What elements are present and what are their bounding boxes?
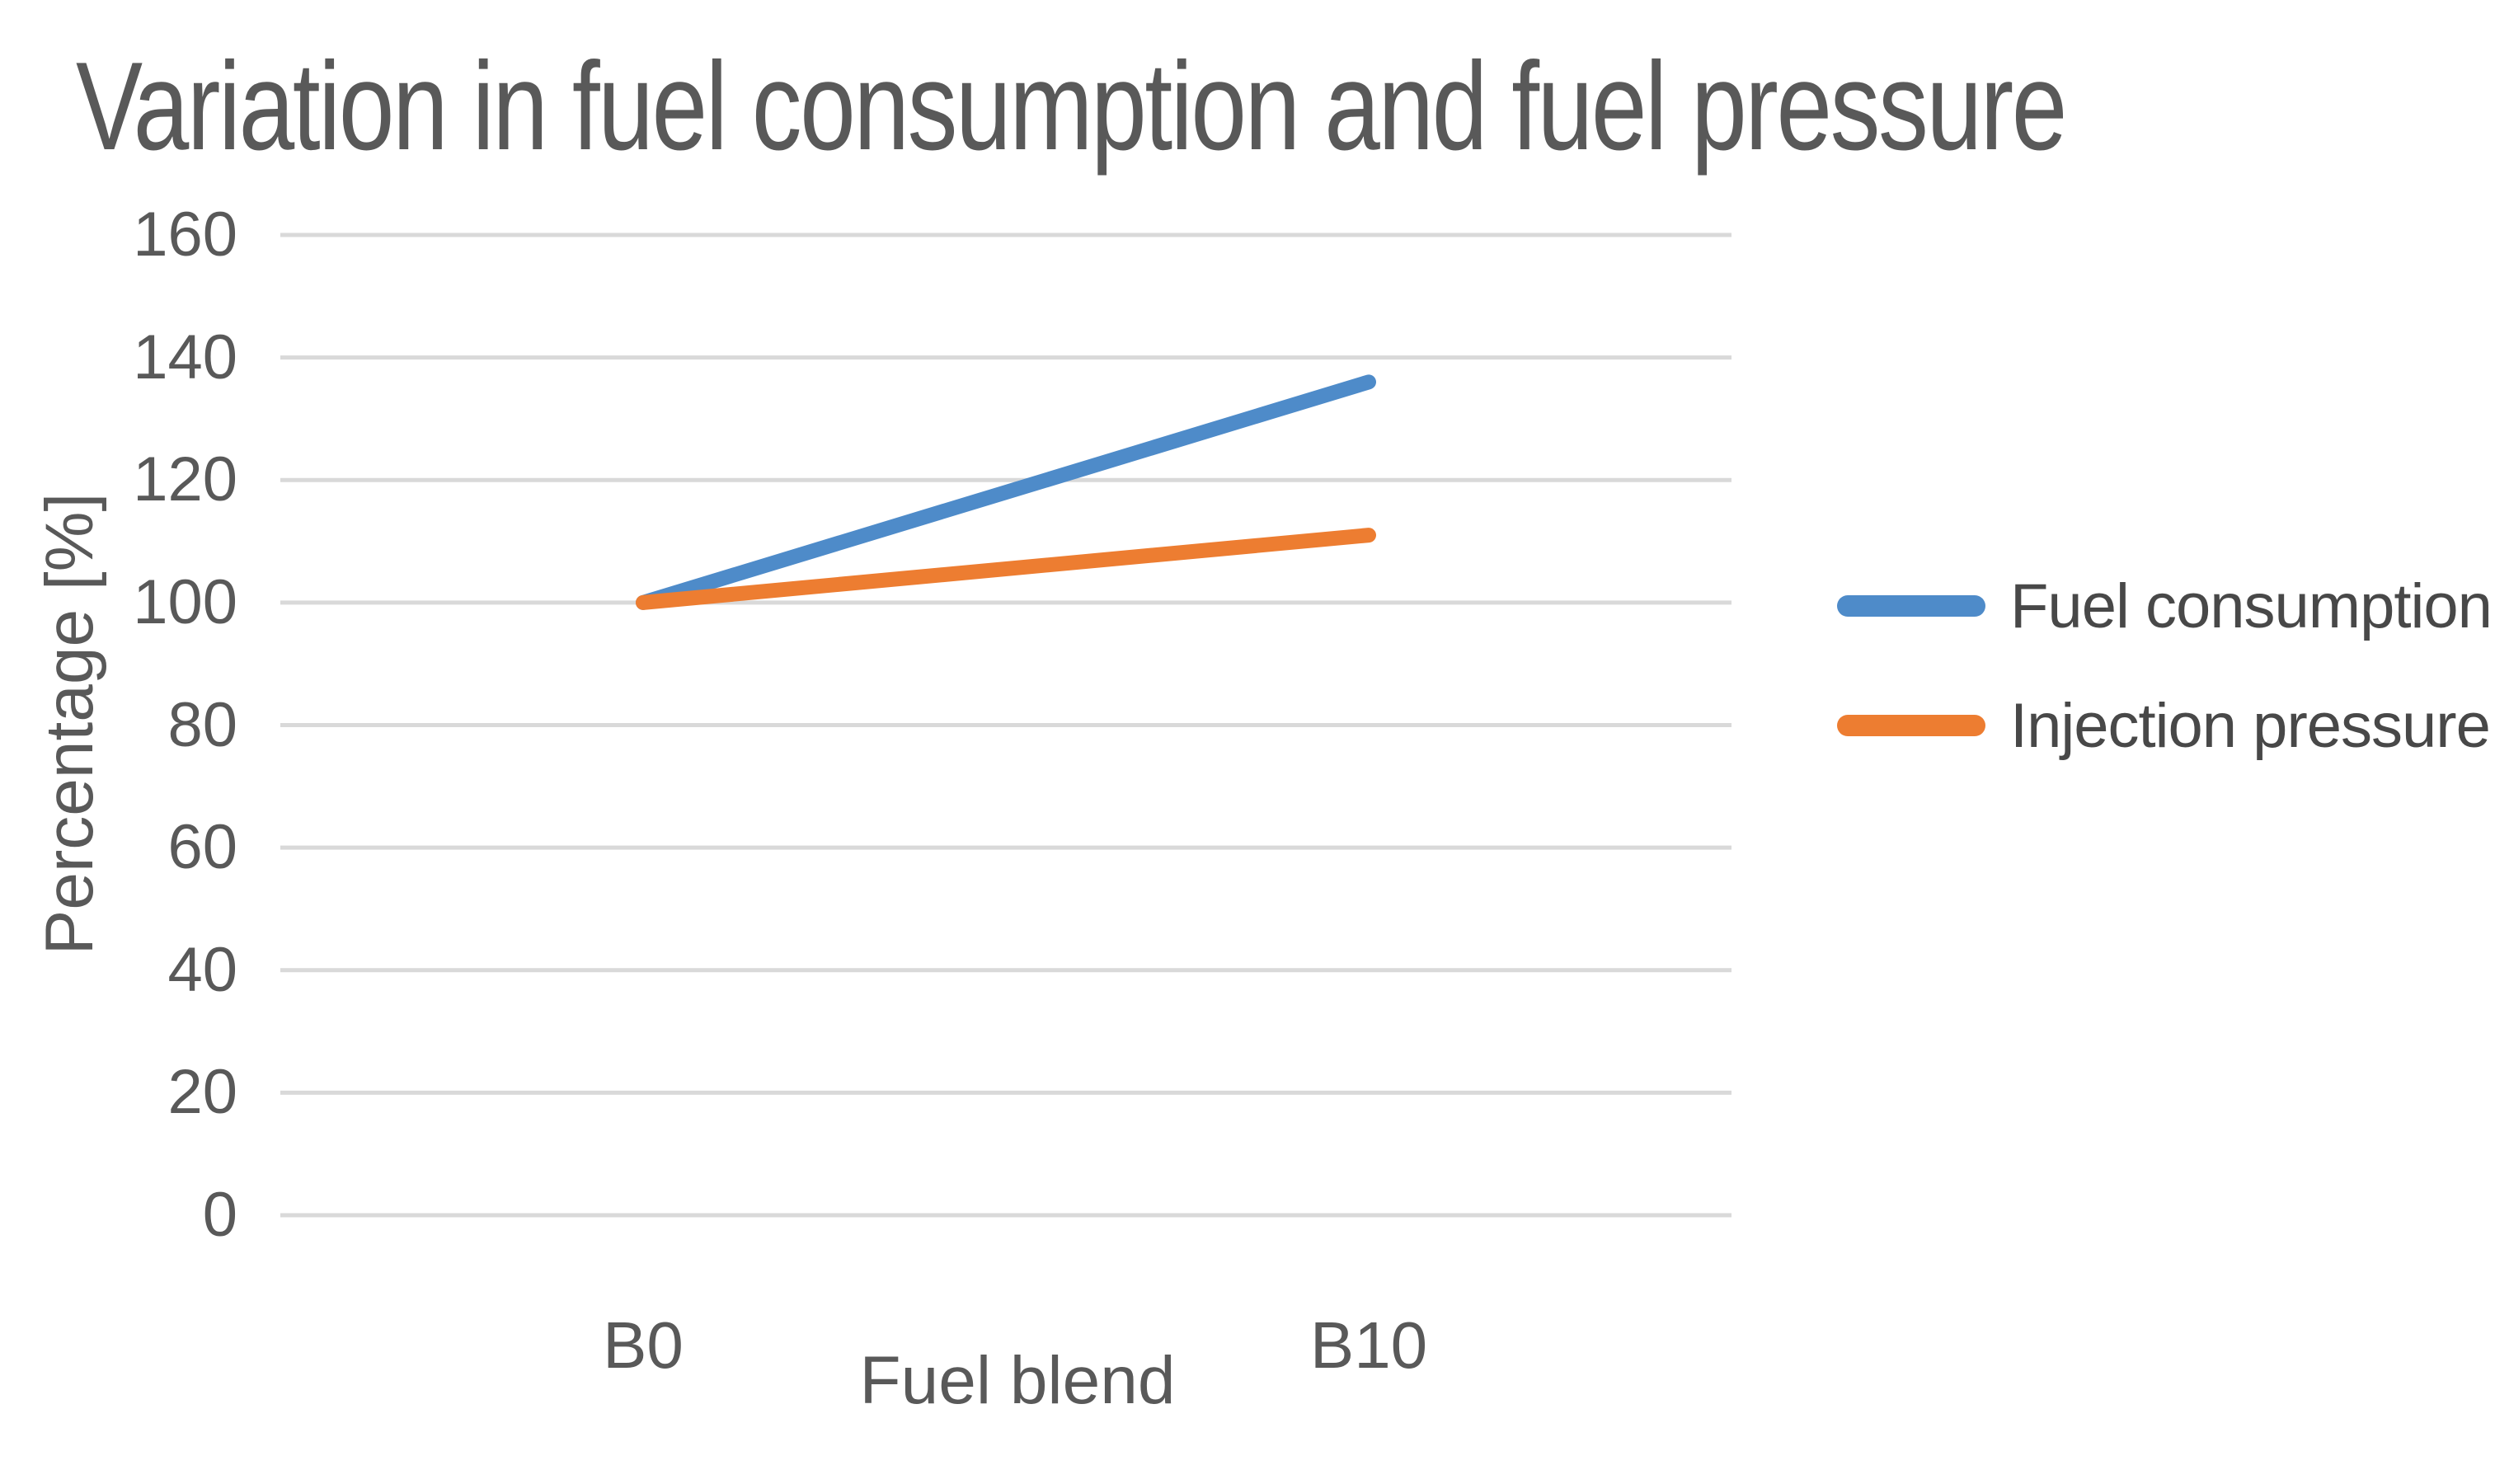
fuel-consumption-swatch-icon — [1837, 595, 1985, 617]
y-tick-label-100: 100 — [133, 566, 237, 637]
y-tick-label-160: 160 — [133, 200, 237, 270]
y-tick-label-20: 20 — [167, 1057, 237, 1128]
y-tick-label-40: 40 — [167, 934, 237, 1005]
y-tick-label-80: 80 — [167, 689, 237, 760]
y-axis-title: Percentage [%] — [32, 492, 107, 956]
chart-title: Variation in fuel consumption and fuel p… — [76, 36, 2067, 176]
legend-item-fuel-consumption: Fuel consumption — [1837, 569, 2493, 643]
legend-label-injection-pressure: Injection pressure — [2010, 690, 2491, 761]
legend-label-fuel-consumption: Fuel consumption — [2010, 571, 2493, 641]
y-tick-label-120: 120 — [133, 444, 237, 515]
injection-pressure-swatch-icon — [1837, 715, 1985, 736]
y-tick-label-140: 140 — [133, 322, 237, 392]
x-axis-title: Fuel blend — [859, 1343, 1176, 1418]
x-tick-label-b10: B10 — [1309, 1308, 1428, 1382]
y-tick-label-60: 60 — [167, 812, 237, 883]
x-tick-label-b0: B0 — [603, 1308, 684, 1382]
legend-item-injection-pressure: Injection pressure — [1837, 688, 2491, 763]
fuel-consumption-line — [636, 374, 1376, 610]
injection-pressure-line — [636, 528, 1376, 610]
y-tick-label-0: 0 — [202, 1180, 237, 1250]
